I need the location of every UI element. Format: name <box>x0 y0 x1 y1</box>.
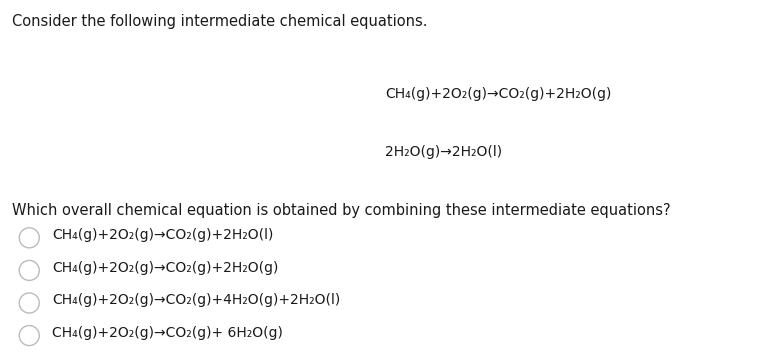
Text: 2H₂O(g)→2H₂O(l): 2H₂O(g)→2H₂O(l) <box>385 145 502 159</box>
Text: CH₄(g)+2O₂(g)→CO₂(g)+2H₂O(g): CH₄(g)+2O₂(g)→CO₂(g)+2H₂O(g) <box>385 87 611 101</box>
Text: CH₄(g)+2O₂(g)→CO₂(g)+4H₂O(g)+2H₂O(l): CH₄(g)+2O₂(g)→CO₂(g)+4H₂O(g)+2H₂O(l) <box>52 293 340 307</box>
Text: CH₄(g)+2O₂(g)→CO₂(g)+ 6H₂O(g): CH₄(g)+2O₂(g)→CO₂(g)+ 6H₂O(g) <box>52 326 283 340</box>
Text: CH₄(g)+2O₂(g)→CO₂(g)+2H₂O(g): CH₄(g)+2O₂(g)→CO₂(g)+2H₂O(g) <box>52 261 279 275</box>
Text: Which overall chemical equation is obtained by combining these intermediate equa: Which overall chemical equation is obtai… <box>12 203 670 218</box>
Text: Consider the following intermediate chemical equations.: Consider the following intermediate chem… <box>12 14 427 29</box>
Text: CH₄(g)+2O₂(g)→CO₂(g)+2H₂O(l): CH₄(g)+2O₂(g)→CO₂(g)+2H₂O(l) <box>52 228 274 242</box>
